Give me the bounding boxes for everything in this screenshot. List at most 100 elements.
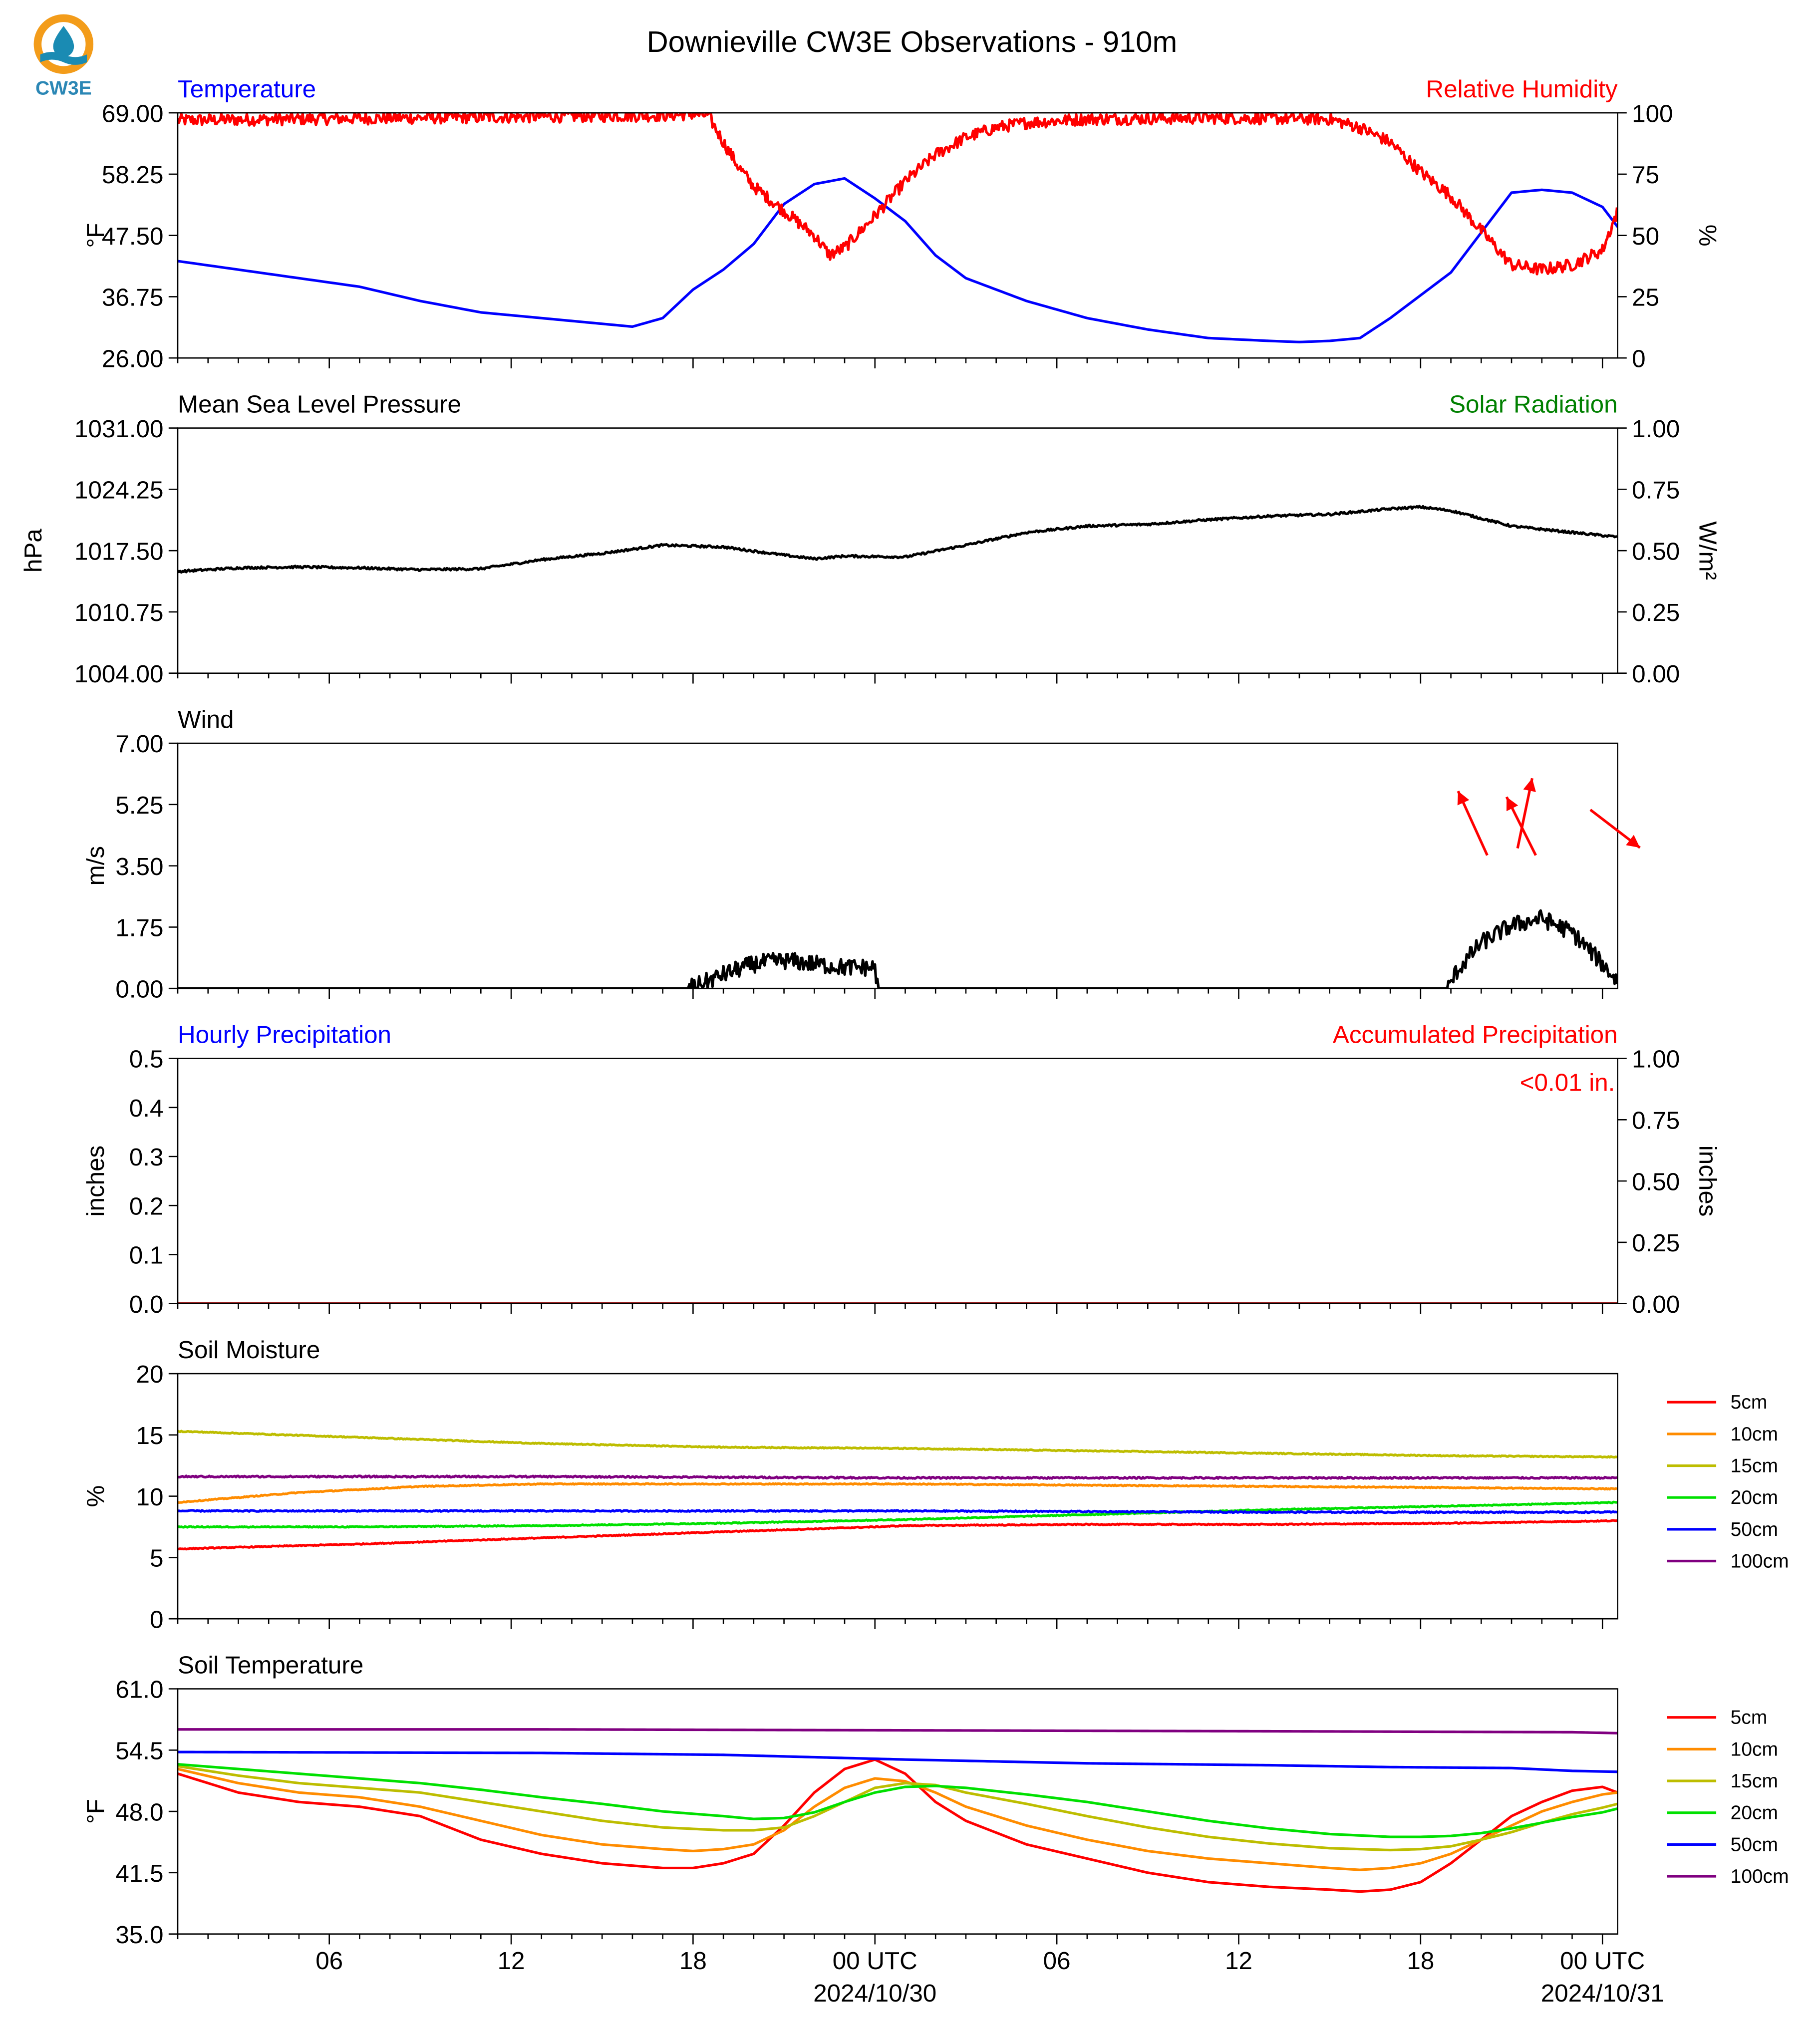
figure-title: Downieville CW3E Observations - 910m [646,25,1177,58]
series-line-100cm [178,1728,1618,1735]
y-tick-label-left: 15 [136,1422,164,1449]
y-tick-label-right: 0.25 [1632,599,1680,626]
legend-label: 10cm [1731,1424,1778,1445]
y-tick-label-right: 0.50 [1632,538,1680,565]
x-tick-date-label: 2024/10/30 [813,1980,936,2007]
y-axis-label-left: °F [82,223,109,248]
series-group-1 [178,505,1618,574]
y-tick-label-left: 1024.25 [74,477,163,504]
series-group-0 [178,113,1618,343]
y-tick-label-right: 0.75 [1632,1107,1680,1135]
wind-vector-head [1523,778,1536,792]
series-line-5cm [178,1758,1618,1893]
series-line-50cm [178,1750,1618,1773]
panel-title-right: Relative Humidity [1426,75,1618,103]
y-tick-label-left: 1.75 [115,914,163,942]
y-tick-label-left: 54.5 [115,1737,163,1764]
y-tick-label-right: 25 [1632,284,1659,311]
legend-label: 100cm [1731,1866,1789,1887]
plot-frame [177,1373,1618,1620]
y-tick-label-right: 0 [1632,345,1645,372]
panel-1: 1031.00 1024.25 1017.50 1010.75 1004.00 1.00 0… [19,390,1721,688]
y-tick-label-right: 75 [1632,161,1659,189]
x-tick-label: 06 [315,1947,343,1975]
y-tick-label-left: 26.00 [102,345,164,372]
y-tick-label-right: 1.00 [1632,1046,1680,1073]
legend-label: 5cm [1731,1707,1768,1729]
y-tick-label-right: 0.00 [1632,660,1680,688]
y-tick-label-left: 1017.50 [74,538,163,565]
legend-label: 5cm [1731,1392,1768,1413]
y-axis-label-right: inches [1694,1146,1721,1217]
logo-wave-icon [40,51,87,65]
series-group-4 [178,1430,1618,1551]
legend-label: 50cm [1731,1834,1778,1855]
y-tick-label-left: 48.0 [115,1798,163,1826]
plot-frame [177,742,1618,989]
y-tick-label-left: 5 [150,1545,163,1572]
y-axis-label-left: % [82,1485,109,1507]
series-group-2 [178,909,1618,989]
panel-title-right: Solar Radiation [1449,390,1618,418]
y-tick-label-left: 5.25 [115,792,163,819]
series-line-50cm [178,1509,1618,1514]
legend-label: 20cm [1731,1802,1778,1824]
y-tick-label-left: 36.75 [102,284,164,311]
y-tick-label-left: 0.1 [129,1242,164,1269]
legend-label: 50cm [1731,1519,1778,1540]
y-tick-label-left: 20 [136,1361,164,1388]
y-tick-label-left: 69.00 [102,100,164,127]
y-tick-label-left: 0.0 [129,1291,164,1318]
wind-vector-head [1506,797,1518,812]
series-line-20cm [178,1763,1618,1838]
y-tick-label-right: 0.75 [1632,477,1680,504]
cw3e-logo: CW3E [21,13,107,104]
y-tick-label-left: 58.25 [102,161,164,189]
y-axis-label-left: hPa [19,529,47,573]
plot-frame [177,1058,1618,1304]
panel-5: 61.0 54.5 48.0 41.5 35.0 Soil Temperature °F 5c… [82,1651,1789,1949]
series-line-0 [178,177,1618,343]
y-tick-label-left: 1004.00 [74,660,163,688]
y-tick-label-left: 1010.75 [74,599,163,626]
y-axis-label-right: W/m² [1694,521,1721,580]
y-tick-label-left: 0.4 [129,1095,164,1122]
legend-label: 10cm [1731,1738,1778,1760]
series-line-15cm [178,1764,1618,1852]
y-tick-label-right: 100 [1632,100,1673,127]
series-line-15cm [178,1430,1618,1459]
y-tick-label-left: 10 [136,1483,164,1511]
y-tick-label-left: 7.00 [115,730,163,758]
legend-label: 20cm [1731,1487,1778,1508]
y-tick-label-right: 0.50 [1632,1168,1680,1195]
x-tick-label: 12 [1225,1947,1252,1975]
y-tick-label-left: 61.0 [115,1676,163,1704]
y-tick-label-left: 0.3 [129,1144,164,1171]
legend-label: 15cm [1731,1770,1778,1792]
x-tick-label: 12 [498,1947,525,1975]
series-line-10cm [178,1767,1618,1871]
x-tick-label: 06 [1043,1947,1071,1975]
y-tick-label-left: 41.5 [115,1860,163,1887]
y-tick-label-left: 35.0 [115,1921,163,1949]
y-tick-label-left: 1031.00 [74,415,163,443]
y-tick-label-left: 0 [150,1606,163,1633]
x-tick-label: 00 UTC [1560,1947,1645,1975]
wind-vector-head [1457,791,1470,806]
series-line-1 [178,113,1618,276]
y-axis-label-right: % [1694,225,1721,247]
y-tick-label-right: 0.25 [1632,1229,1680,1257]
series-line-5cm [178,1519,1617,1551]
series-line-20cm [178,1500,1617,1529]
panel-title-left: Mean Sea Level Pressure [178,390,461,418]
y-axis-label-left: inches [82,1146,109,1217]
series-line-10cm [178,1482,1618,1504]
panel-0: 69.00 58.25 47.50 36.75 26.00 100 75 50 25 0 Tempe… [82,75,1721,373]
wind-vector-head [1626,835,1640,848]
logo-text: CW3E [35,78,92,99]
y-tick-label-right: 50 [1632,223,1659,250]
x-tick-date-label: 2024/10/31 [1541,1980,1664,2007]
y-axis-label-left: °F [82,1799,109,1824]
series-line-100cm [178,1474,1618,1480]
